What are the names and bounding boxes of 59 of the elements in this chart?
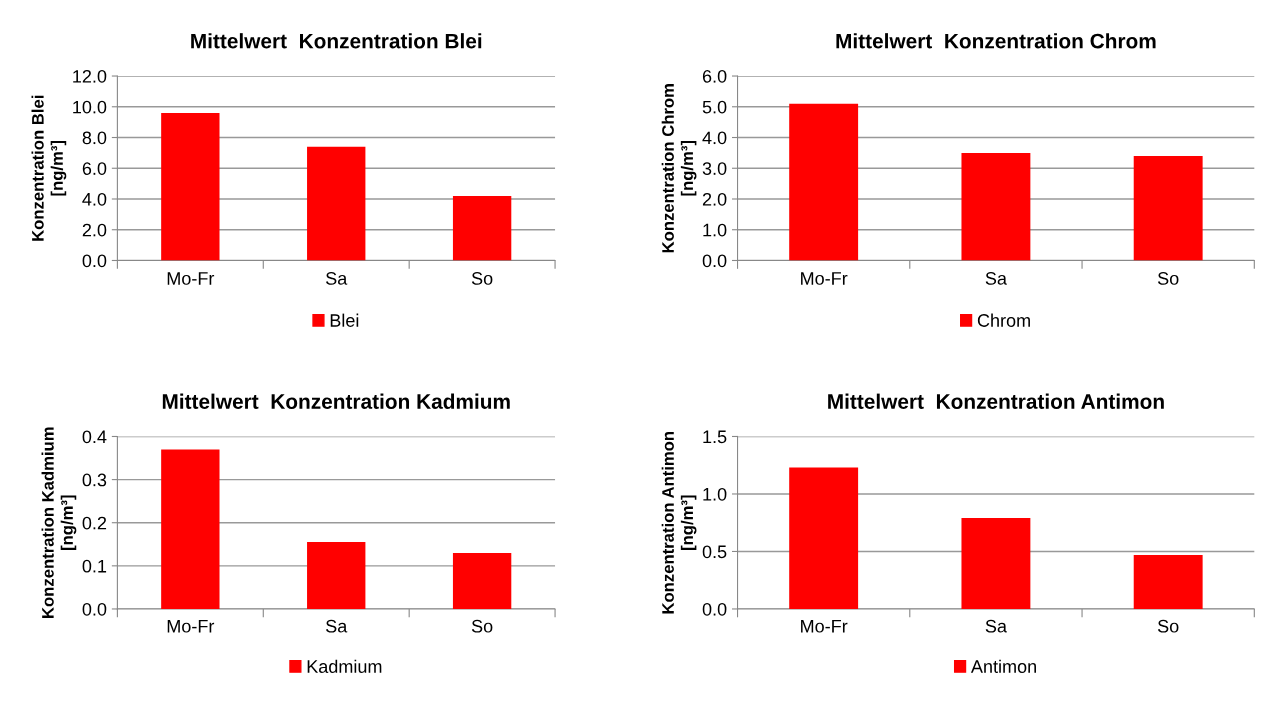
bar <box>307 146 366 261</box>
y-tick-label: 5.0 <box>702 100 727 114</box>
y-tick-label: 2.0 <box>82 223 107 237</box>
y-tick-label: 4.0 <box>82 192 107 206</box>
y-axis-title: Konzentration Antimon [ng/m³] <box>661 431 697 614</box>
bar <box>161 112 220 261</box>
bar <box>452 195 512 261</box>
bar <box>961 152 1031 261</box>
y-tick-label: 0.1 <box>82 559 107 573</box>
y-tick-label: 0.0 <box>82 602 107 616</box>
bar <box>1133 155 1203 261</box>
chart-title: Mittelwert Konzentration Chrom <box>836 33 1156 49</box>
x-tick-label: Mo-Fr <box>801 619 848 633</box>
y-tick-label: 10.0 <box>73 100 107 114</box>
chart-title: Mittelwert Konzentration Kadmium <box>162 393 510 409</box>
legend-label: Antimon <box>970 659 1036 673</box>
chart-title: Mittelwert Konzentration Antimon <box>828 393 1164 409</box>
x-tick-label: Mo-Fr <box>167 272 215 285</box>
y-tick-label: 6.0 <box>702 69 727 83</box>
legend-label: Blei <box>330 313 359 327</box>
y-tick-label: 1.5 <box>703 430 727 444</box>
x-tick-label: So <box>471 619 493 633</box>
y-tick-label: 0.4 <box>82 430 107 444</box>
chart-title: Mittelwert Konzentration Blei <box>191 33 482 49</box>
x-tick-label: Sa <box>985 619 1007 633</box>
bar <box>789 103 859 261</box>
y-tick-label: 3.0 <box>702 162 727 175</box>
x-tick-label: Mo-Fr <box>167 619 215 633</box>
x-tick-label: Sa <box>326 272 348 285</box>
bar <box>961 518 1031 609</box>
bar <box>307 542 366 609</box>
y-tick-label: 0.2 <box>82 516 107 530</box>
y-tick-label: 0.3 <box>82 473 107 487</box>
y-tick-label: 0.0 <box>702 602 727 616</box>
y-tick-label: 8.0 <box>82 131 107 145</box>
y-axis-title: Konzentration Chrom [ng/m³] <box>661 84 697 253</box>
bar <box>1133 554 1203 609</box>
x-tick-label: Sa <box>326 619 348 633</box>
y-axis-title: Konzentration Blei [ng/m³] <box>31 95 67 241</box>
bar <box>789 467 859 609</box>
bar <box>161 449 220 609</box>
x-tick-label: So <box>1157 619 1179 633</box>
legend-label: Chrom <box>977 313 1030 327</box>
x-tick-label: Sa <box>985 272 1007 285</box>
y-tick-label: 0.0 <box>82 254 107 268</box>
y-tick-label: 6.0 <box>82 162 107 175</box>
legend-label: Kadmium <box>307 659 382 673</box>
y-tick-label: 1.0 <box>703 223 727 237</box>
y-tick-label: 4.0 <box>702 131 727 145</box>
y-axis-title: Konzentration Kadmium [ng/m³] <box>41 427 77 618</box>
x-tick-label: So <box>471 272 493 285</box>
x-tick-label: Mo-Fr <box>801 272 848 285</box>
y-tick-label: 0.5 <box>702 545 727 559</box>
y-tick-label: 0.0 <box>702 254 727 268</box>
x-tick-label: So <box>1157 272 1179 285</box>
y-tick-label: 2.0 <box>702 192 727 206</box>
bar <box>452 552 512 609</box>
y-tick-label: 12.0 <box>73 69 107 83</box>
y-tick-label: 1.0 <box>703 487 727 501</box>
